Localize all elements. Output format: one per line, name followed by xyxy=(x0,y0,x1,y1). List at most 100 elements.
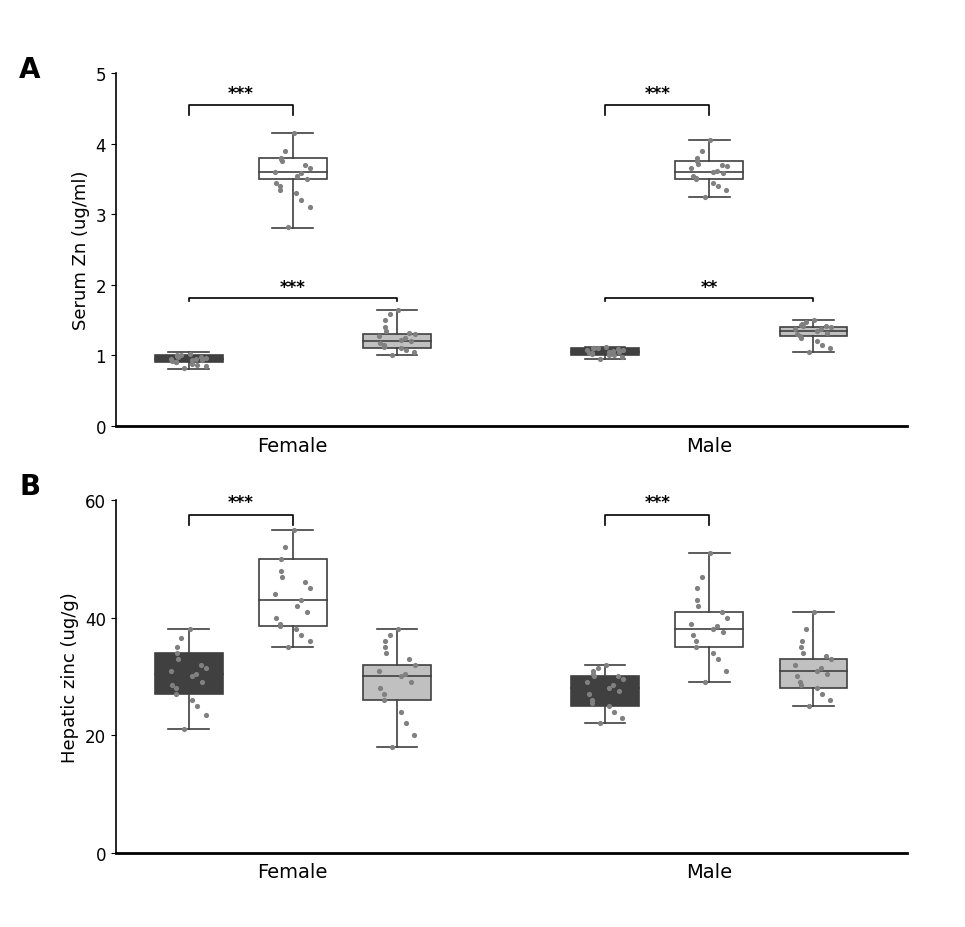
Point xyxy=(709,619,725,634)
Point xyxy=(719,664,734,679)
Point xyxy=(606,349,621,363)
Point xyxy=(297,576,313,590)
Point xyxy=(272,180,288,195)
Point xyxy=(719,159,734,174)
Point xyxy=(195,353,210,368)
FancyBboxPatch shape xyxy=(676,162,743,180)
Point xyxy=(198,707,213,722)
Point xyxy=(601,345,617,360)
Point xyxy=(289,622,304,637)
Point xyxy=(818,649,834,664)
Point xyxy=(823,652,839,667)
Point xyxy=(793,679,809,693)
Point xyxy=(807,313,822,328)
Point xyxy=(581,346,596,361)
Point xyxy=(397,331,412,346)
Point xyxy=(193,657,208,672)
Point xyxy=(303,581,318,596)
Text: B: B xyxy=(19,473,41,501)
Point xyxy=(372,681,388,696)
Point xyxy=(169,646,184,661)
Point xyxy=(377,313,393,328)
Point xyxy=(689,171,704,185)
Point xyxy=(273,564,289,578)
Text: **: ** xyxy=(701,279,718,297)
Point xyxy=(691,599,706,614)
Point xyxy=(403,675,419,690)
Point xyxy=(586,664,601,679)
Point xyxy=(372,664,387,679)
Point xyxy=(393,341,408,356)
Point xyxy=(794,634,810,649)
Point xyxy=(615,672,630,687)
Point xyxy=(268,611,284,626)
Point xyxy=(598,657,614,672)
Point xyxy=(174,348,189,362)
Point xyxy=(714,159,730,173)
Point xyxy=(615,343,630,358)
Point xyxy=(690,155,705,170)
Point xyxy=(605,344,620,359)
Point xyxy=(168,687,183,702)
Point xyxy=(593,352,608,367)
Point xyxy=(289,186,304,201)
Point xyxy=(376,338,392,353)
Point xyxy=(794,318,810,333)
Point xyxy=(398,717,413,731)
Point xyxy=(376,692,392,707)
FancyBboxPatch shape xyxy=(154,654,223,694)
Point xyxy=(685,629,701,643)
Point xyxy=(372,336,388,350)
Point xyxy=(164,354,179,369)
Point xyxy=(610,342,625,357)
Point xyxy=(403,335,419,349)
Point xyxy=(181,347,197,362)
Point xyxy=(273,153,289,168)
Point xyxy=(822,692,838,707)
Point xyxy=(789,327,805,342)
Point xyxy=(793,329,809,344)
Point xyxy=(715,625,731,640)
Point xyxy=(164,679,179,693)
FancyBboxPatch shape xyxy=(571,677,639,706)
Point xyxy=(163,352,179,367)
Point xyxy=(689,634,704,649)
Point xyxy=(610,669,625,684)
Text: ***: *** xyxy=(280,279,306,297)
Point xyxy=(819,667,835,681)
Point xyxy=(587,341,602,356)
Point xyxy=(691,157,706,171)
Point xyxy=(170,350,185,365)
Point xyxy=(170,652,185,667)
Point xyxy=(611,345,626,360)
Point xyxy=(810,335,825,349)
Point xyxy=(794,640,810,654)
Point xyxy=(407,657,423,672)
Point xyxy=(705,646,721,661)
Point xyxy=(163,664,179,679)
Point xyxy=(278,540,293,555)
Point xyxy=(199,351,214,366)
Point xyxy=(601,699,617,714)
Point xyxy=(184,357,200,372)
Point xyxy=(184,669,200,684)
Point xyxy=(605,679,620,693)
Point xyxy=(267,165,283,180)
Point xyxy=(689,172,704,187)
Point xyxy=(390,622,405,637)
Y-axis label: Hepatic zinc (ug/g): Hepatic zinc (ug/g) xyxy=(62,591,79,762)
Point xyxy=(810,681,825,696)
Point xyxy=(268,176,284,191)
Point xyxy=(184,692,200,707)
Point xyxy=(683,616,699,631)
Point xyxy=(293,194,309,209)
Point xyxy=(615,350,630,365)
Point xyxy=(585,347,600,362)
Point xyxy=(697,675,712,690)
Point xyxy=(406,728,422,743)
Point xyxy=(378,646,394,661)
Point xyxy=(393,669,408,684)
Point xyxy=(793,331,809,346)
Point xyxy=(813,660,829,675)
Point xyxy=(382,308,398,323)
